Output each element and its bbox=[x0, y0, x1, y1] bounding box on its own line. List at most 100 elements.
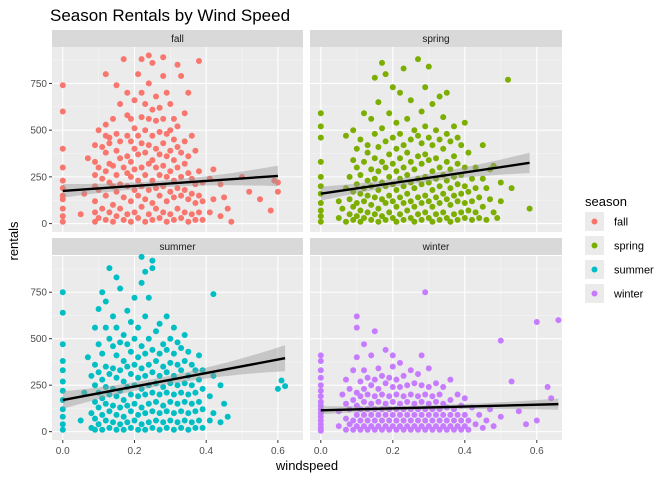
panel-background bbox=[310, 47, 562, 232]
data-point bbox=[379, 372, 385, 379]
data-point bbox=[217, 382, 224, 389]
data-point bbox=[77, 417, 84, 424]
data-point bbox=[124, 112, 131, 119]
data-point bbox=[199, 406, 206, 413]
data-point bbox=[400, 65, 407, 72]
x-tick-label: 0.2 bbox=[128, 446, 142, 457]
data-point bbox=[404, 190, 411, 197]
data-point bbox=[508, 378, 515, 385]
panel-background bbox=[52, 256, 303, 440]
data-point bbox=[131, 187, 138, 193]
data-point bbox=[317, 387, 324, 394]
data-point bbox=[174, 185, 181, 192]
data-point bbox=[346, 196, 353, 203]
data-point bbox=[317, 190, 324, 197]
data-point bbox=[393, 168, 400, 175]
data-point bbox=[472, 164, 479, 171]
data-point bbox=[353, 313, 360, 320]
data-point bbox=[411, 166, 418, 173]
data-point bbox=[451, 426, 457, 433]
data-point bbox=[454, 423, 461, 430]
data-point bbox=[317, 398, 324, 405]
data-point bbox=[433, 155, 439, 162]
data-point bbox=[178, 149, 185, 156]
data-point bbox=[185, 218, 192, 225]
data-point bbox=[106, 391, 113, 398]
data-point bbox=[411, 203, 418, 210]
data-point bbox=[483, 185, 490, 192]
data-point bbox=[386, 417, 393, 424]
data-point bbox=[188, 400, 195, 407]
data-point bbox=[379, 417, 385, 424]
data-point bbox=[357, 218, 364, 225]
data-point bbox=[59, 145, 66, 152]
legend-label: winter bbox=[613, 289, 644, 301]
data-point bbox=[497, 198, 504, 205]
data-point bbox=[400, 216, 407, 223]
data-point bbox=[353, 145, 360, 152]
data-point bbox=[174, 123, 181, 130]
legend-entries: fall spring summer winter bbox=[585, 212, 654, 303]
data-point bbox=[447, 166, 454, 173]
facet-panel-summer: summer 0 250 500 750 0.0 0.2 0.4 0.6 bbox=[30, 238, 303, 457]
data-point bbox=[59, 421, 66, 428]
confidence-band bbox=[62, 165, 278, 198]
data-point bbox=[113, 213, 120, 220]
data-point bbox=[163, 130, 170, 137]
x-tick-label: 0.2 bbox=[386, 446, 400, 457]
data-point bbox=[142, 149, 149, 156]
data-point bbox=[102, 168, 109, 175]
data-point bbox=[210, 166, 217, 173]
data-point bbox=[160, 341, 167, 348]
data-point bbox=[84, 354, 91, 361]
data-point bbox=[145, 361, 152, 368]
data-point bbox=[415, 56, 421, 63]
data-point bbox=[170, 136, 177, 143]
data-point bbox=[124, 132, 131, 139]
data-point bbox=[461, 183, 468, 190]
data-point bbox=[59, 358, 66, 364]
data-point bbox=[353, 423, 360, 430]
data-point bbox=[418, 216, 425, 223]
data-point bbox=[102, 417, 109, 424]
data-point bbox=[317, 134, 324, 141]
data-point bbox=[142, 218, 149, 225]
data-point bbox=[339, 391, 346, 398]
data-point bbox=[138, 140, 145, 147]
data-point bbox=[117, 205, 124, 212]
data-point bbox=[92, 158, 98, 165]
confidence-band bbox=[320, 152, 530, 201]
data-point bbox=[368, 423, 375, 430]
data-point bbox=[224, 413, 231, 420]
data-point bbox=[447, 397, 454, 403]
data-point bbox=[131, 209, 138, 216]
data-point bbox=[461, 411, 468, 418]
data-point bbox=[59, 309, 66, 316]
data-point bbox=[138, 203, 145, 210]
data-point bbox=[350, 426, 357, 433]
data-point bbox=[99, 411, 106, 418]
data-point bbox=[523, 421, 529, 428]
data-point bbox=[335, 423, 342, 430]
data-point bbox=[135, 411, 142, 418]
data-point bbox=[149, 200, 156, 206]
data-point bbox=[160, 162, 167, 169]
data-point bbox=[135, 192, 142, 199]
data-point bbox=[188, 132, 195, 139]
data-point bbox=[429, 142, 436, 149]
data-point bbox=[170, 350, 177, 357]
data-point bbox=[497, 337, 504, 344]
data-point bbox=[440, 400, 447, 407]
data-point bbox=[375, 411, 382, 418]
data-point bbox=[472, 209, 479, 216]
data-point bbox=[317, 218, 324, 225]
data-point bbox=[135, 324, 142, 331]
data-point bbox=[153, 164, 159, 171]
data-point bbox=[433, 398, 439, 405]
data-point bbox=[397, 89, 403, 96]
data-point bbox=[135, 151, 142, 158]
data-point bbox=[149, 157, 156, 164]
data-point bbox=[142, 101, 149, 107]
data-point bbox=[361, 158, 367, 165]
data-point bbox=[106, 265, 113, 272]
